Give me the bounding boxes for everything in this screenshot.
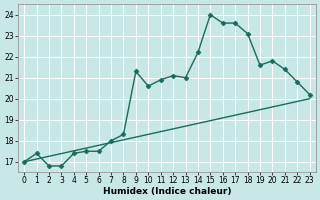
X-axis label: Humidex (Indice chaleur): Humidex (Indice chaleur)	[103, 187, 231, 196]
